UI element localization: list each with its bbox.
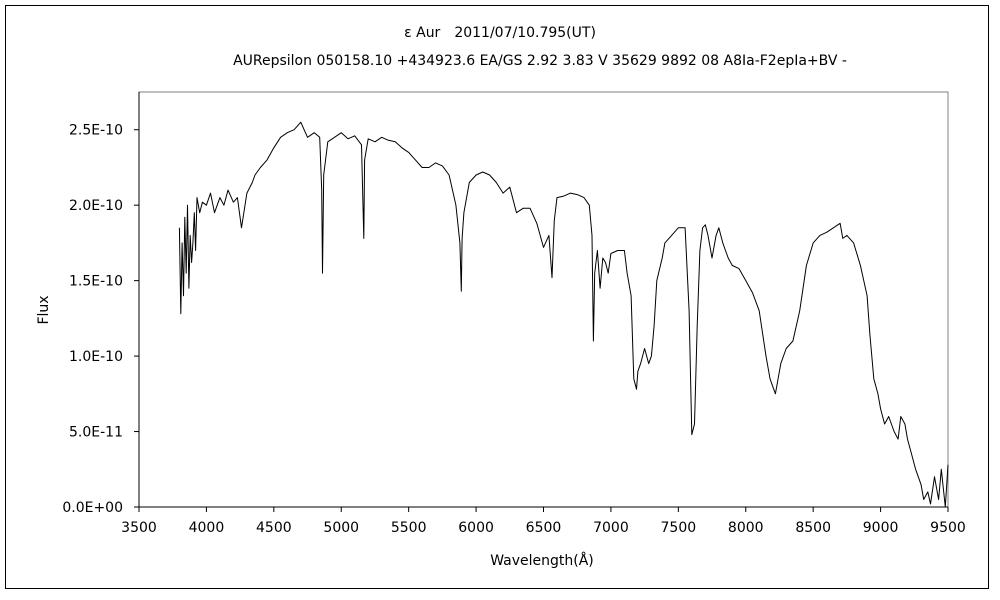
x-tick-label: 6000: [458, 520, 494, 536]
spectrum-line: [178, 121, 949, 508]
x-tick-label: 7000: [593, 520, 629, 536]
chart-subtitle: AURepsilon 050158.10 +434923.6 EA/GS 2.9…: [233, 53, 847, 69]
chart-title: ε Aur 2011/07/10.795(UT): [404, 25, 596, 41]
x-tick-label: 8500: [795, 520, 831, 536]
x-tick-label: 5000: [323, 520, 359, 536]
x-tick-label: 9500: [930, 520, 966, 536]
y-tick-label: 5.0E-11: [69, 425, 123, 441]
plot-area: [138, 91, 949, 508]
x-tick-label: 4000: [189, 520, 225, 536]
x-axis: 3500 4000 4500 5000 5500 6000 6500 7000 7500 8000…: [121, 506, 966, 536]
x-axis-label: Wavelength(Å): [490, 552, 594, 569]
y-axis-label: Flux: [36, 295, 52, 324]
x-tick-label: 7500: [661, 520, 697, 536]
x-tick-label: 3500: [121, 520, 157, 536]
y-tick-label: 0.0E+00: [62, 500, 123, 516]
x-tick-label: 6500: [526, 520, 562, 536]
y-tick-label: 1.0E-10: [69, 349, 123, 365]
y-axis: 0.0E+00 5.0E-11 1.0E-10 1.5E-10 2.0E-10 2.5E-…: [62, 92, 140, 516]
x-tick-label: 9000: [863, 520, 899, 536]
x-tick-label: 5500: [391, 520, 427, 536]
plot-border: [138, 91, 949, 508]
y-tick-label: 2.5E-10: [69, 123, 123, 139]
x-tick-label: 8000: [728, 520, 764, 536]
y-tick-label: 1.5E-10: [69, 274, 123, 290]
x-tick-label: 4500: [256, 520, 292, 536]
y-tick-label: 2.0E-10: [69, 198, 123, 214]
